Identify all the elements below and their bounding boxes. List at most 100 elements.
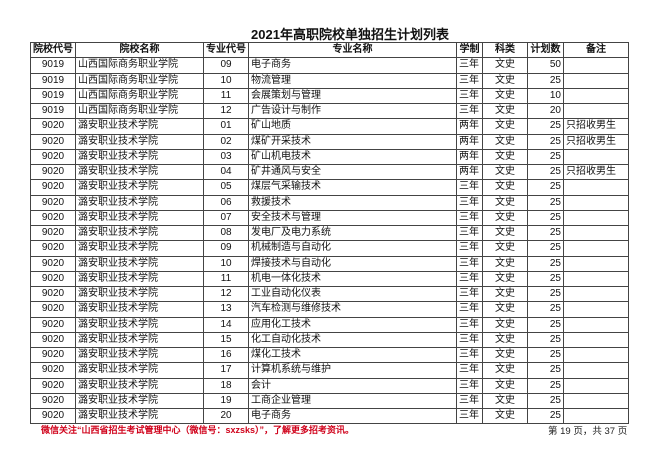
- cell-plan-count: 25: [527, 133, 564, 150]
- cell-plan-count: 10: [527, 87, 564, 105]
- cell-school-name: 潞安职业技术学院: [75, 194, 204, 211]
- table-row: 9020 潞安职业技术学院 02 煤矿开采技术 两年 文史 25 只招收男生: [30, 133, 629, 150]
- cell-school-name: 潞安职业技术学院: [75, 377, 204, 394]
- table-row: 9019 山西国际商务职业学院 10 物流管理 三年 文史 25: [30, 72, 629, 89]
- cell-school-code: 9020: [30, 392, 76, 410]
- page-number: 第 19 页，共 37 页: [548, 426, 628, 437]
- cell-school-name: 山西国际商务职业学院: [75, 72, 204, 89]
- cell-major-name: 矿井通风与安全: [248, 163, 457, 181]
- cell-remarks: 只招收男生: [563, 133, 629, 150]
- cell-school-code: 9020: [30, 255, 76, 272]
- cell-plan-count: 20: [527, 102, 564, 120]
- cell-plan-count: 25: [527, 377, 564, 394]
- table-row: 9020 潞安职业技术学院 12 工业自动化仪表 三年 文史 25: [30, 285, 629, 303]
- cell-major-code: 14: [203, 316, 249, 333]
- cell-major-name: 煤矿开采技术: [248, 133, 457, 150]
- cell-school-name: 潞安职业技术学院: [75, 392, 204, 410]
- cell-plan-count: 25: [527, 346, 564, 364]
- cell-major-name: 广告设计与制作: [248, 102, 457, 120]
- cell-school-code: 9020: [30, 133, 76, 150]
- cell-major-name: 救援技术: [248, 194, 457, 211]
- cell-major-name: 机电一体化技术: [248, 270, 457, 288]
- cell-major-code: 10: [203, 255, 249, 272]
- cell-plan-count: 25: [527, 194, 564, 211]
- cell-school-code: 9020: [30, 224, 76, 242]
- cell-plan-count: 25: [527, 407, 564, 425]
- cell-duration: 两年: [456, 163, 483, 181]
- cell-category: 文史: [482, 392, 528, 410]
- cell-school-name: 潞安职业技术学院: [75, 316, 204, 333]
- cell-school-name: 潞安职业技术学院: [75, 346, 204, 364]
- cell-school-name: 潞安职业技术学院: [75, 270, 204, 288]
- cell-duration: 三年: [456, 194, 483, 211]
- cell-major-code: 17: [203, 362, 249, 379]
- cell-school-name: 潞安职业技术学院: [75, 407, 204, 425]
- cell-major-code: 07: [203, 209, 249, 227]
- cell-duration: 三年: [456, 392, 483, 410]
- table-row: 9020 潞安职业技术学院 16 煤化工技术 三年 文史 25: [30, 346, 629, 364]
- cell-duration: 两年: [456, 133, 483, 150]
- cell-remarks: [563, 331, 629, 349]
- cell-major-name: 发电厂及电力系统: [248, 224, 457, 242]
- cell-duration: 三年: [456, 301, 483, 318]
- cell-remarks: 只招收男生: [563, 118, 629, 135]
- cell-major-name: 工商企业管理: [248, 392, 457, 410]
- cell-school-name: 潞安职业技术学院: [75, 209, 204, 227]
- table-row: 9020 潞安职业技术学院 18 会计 三年 文史 25: [30, 377, 629, 394]
- cell-remarks: [563, 148, 629, 166]
- cell-duration: 三年: [456, 407, 483, 425]
- cell-school-name: 潞安职业技术学院: [75, 331, 204, 349]
- cell-category: 文史: [482, 377, 528, 394]
- cell-school-name: 潞安职业技术学院: [75, 285, 204, 303]
- cell-school-name: 潞安职业技术学院: [75, 133, 204, 150]
- wechat-note: 微信关注“山西省招生考试管理中心（微信号：sxzsks）”，了解更多招考资讯。: [41, 425, 355, 435]
- cell-major-code: 09: [203, 240, 249, 257]
- cell-school-code: 9019: [30, 87, 76, 105]
- cell-school-code: 9020: [30, 362, 76, 379]
- cell-plan-count: 25: [527, 148, 564, 166]
- cell-remarks: [563, 194, 629, 211]
- cell-plan-count: 25: [527, 331, 564, 349]
- header-duration: 学制: [456, 41, 483, 59]
- cell-major-code: 12: [203, 285, 249, 303]
- cell-remarks: [563, 255, 629, 272]
- cell-plan-count: 25: [527, 224, 564, 242]
- cell-plan-count: 25: [527, 285, 564, 303]
- cell-remarks: [563, 316, 629, 333]
- cell-remarks: [563, 240, 629, 257]
- cell-school-code: 9020: [30, 377, 76, 394]
- table-row: 9020 潞安职业技术学院 06 救援技术 三年 文史 25: [30, 194, 629, 211]
- cell-remarks: [563, 270, 629, 288]
- cell-school-code: 9020: [30, 148, 76, 166]
- cell-duration: 三年: [456, 270, 483, 288]
- cell-category: 文史: [482, 362, 528, 379]
- cell-category: 文史: [482, 240, 528, 257]
- cell-major-name: 矿山地质: [248, 118, 457, 135]
- cell-school-code: 9020: [30, 118, 76, 135]
- cell-school-name: 潞安职业技术学院: [75, 301, 204, 318]
- cell-category: 文史: [482, 301, 528, 318]
- cell-major-code: 01: [203, 118, 249, 135]
- cell-remarks: 只招收男生: [563, 163, 629, 181]
- cell-school-name: 山西国际商务职业学院: [75, 102, 204, 120]
- cell-school-name: 潞安职业技术学院: [75, 179, 204, 196]
- cell-school-code: 9020: [30, 163, 76, 181]
- cell-category: 文史: [482, 133, 528, 150]
- cell-duration: 三年: [456, 346, 483, 364]
- cell-school-name: 潞安职业技术学院: [75, 255, 204, 272]
- cell-major-code: 18: [203, 377, 249, 394]
- cell-school-name: 潞安职业技术学院: [75, 163, 204, 181]
- cell-remarks: [563, 57, 629, 74]
- cell-category: 文史: [482, 102, 528, 120]
- cell-plan-count: 25: [527, 301, 564, 318]
- cell-major-name: 工业自动化仪表: [248, 285, 457, 303]
- table-row: 9020 潞安职业技术学院 20 电子商务 三年 文史 25: [30, 407, 629, 425]
- cell-category: 文史: [482, 209, 528, 227]
- cell-major-name: 安全技术与管理: [248, 209, 457, 227]
- cell-school-code: 9020: [30, 270, 76, 288]
- cell-school-code: 9020: [30, 331, 76, 349]
- cell-plan-count: 25: [527, 209, 564, 227]
- cell-major-code: 04: [203, 163, 249, 181]
- cell-major-name: 机械制造与自动化: [248, 240, 457, 257]
- table-row: 9019 山西国际商务职业学院 12 广告设计与制作 三年 文史 20: [30, 102, 629, 120]
